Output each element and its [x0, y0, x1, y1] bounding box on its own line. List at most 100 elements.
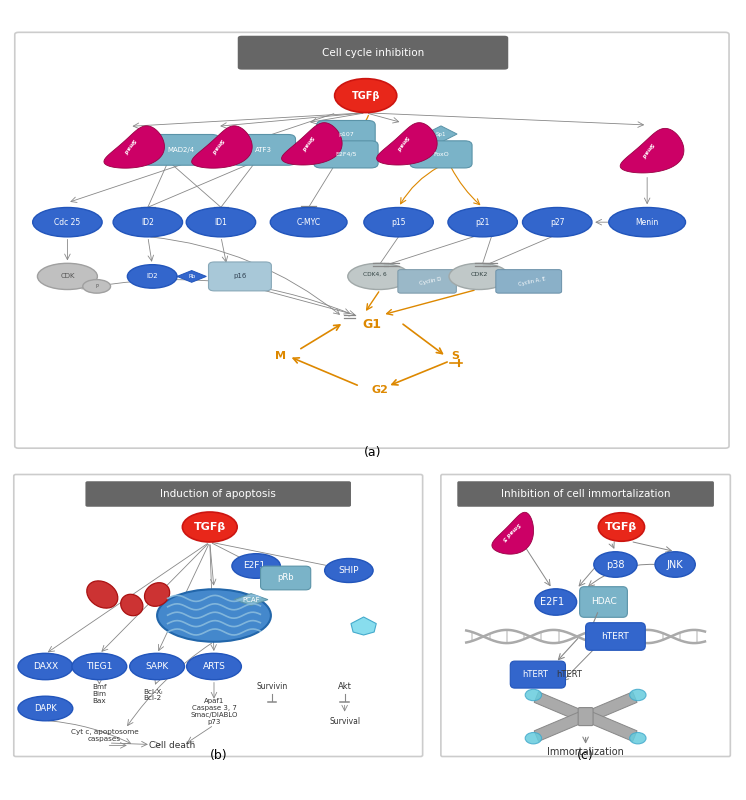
Text: p38: p38 — [606, 559, 624, 570]
Text: G2: G2 — [372, 386, 389, 395]
FancyBboxPatch shape — [260, 566, 311, 590]
Ellipse shape — [449, 263, 509, 290]
Ellipse shape — [128, 265, 177, 288]
Text: ATF3: ATF3 — [255, 147, 272, 153]
Text: (c): (c) — [577, 750, 594, 762]
Ellipse shape — [182, 512, 237, 542]
Text: CDK4, 6: CDK4, 6 — [363, 272, 386, 277]
Polygon shape — [377, 122, 437, 165]
Text: p16: p16 — [233, 274, 247, 279]
FancyBboxPatch shape — [398, 270, 457, 293]
Text: Cell death: Cell death — [148, 742, 195, 750]
Polygon shape — [425, 126, 457, 142]
Text: CDK2: CDK2 — [470, 272, 488, 277]
Text: Inhibition of cell immortalization: Inhibition of cell immortalization — [501, 489, 671, 499]
Text: TGFβ: TGFβ — [605, 522, 638, 532]
Text: Smad: Smad — [210, 138, 225, 155]
Text: SHIP: SHIP — [339, 566, 359, 575]
Text: (b): (b) — [210, 750, 227, 762]
Text: M: M — [275, 351, 286, 362]
Ellipse shape — [186, 654, 242, 680]
Text: Cyclin D: Cyclin D — [419, 277, 442, 286]
Ellipse shape — [525, 690, 542, 701]
FancyBboxPatch shape — [580, 586, 627, 618]
Polygon shape — [586, 692, 637, 722]
FancyBboxPatch shape — [410, 141, 472, 168]
Text: PCAF: PCAF — [242, 597, 260, 602]
Ellipse shape — [594, 552, 637, 578]
Text: hTERT: hTERT — [601, 632, 630, 641]
Ellipse shape — [270, 207, 347, 237]
FancyBboxPatch shape — [314, 141, 378, 168]
Polygon shape — [492, 512, 533, 554]
Polygon shape — [177, 270, 207, 282]
FancyBboxPatch shape — [238, 36, 508, 70]
Ellipse shape — [37, 263, 98, 290]
Ellipse shape — [525, 733, 542, 744]
FancyBboxPatch shape — [441, 474, 730, 757]
FancyBboxPatch shape — [586, 622, 645, 650]
Ellipse shape — [655, 552, 695, 578]
Text: DAPK: DAPK — [34, 704, 57, 713]
Polygon shape — [192, 126, 252, 168]
Text: Smad: Smad — [640, 142, 654, 158]
Polygon shape — [586, 711, 637, 742]
FancyBboxPatch shape — [231, 134, 295, 166]
Text: Menin: Menin — [636, 218, 659, 226]
Text: hTERT: hTERT — [522, 670, 548, 679]
Ellipse shape — [630, 690, 646, 701]
Ellipse shape — [33, 207, 102, 237]
Ellipse shape — [325, 558, 373, 582]
Text: Smad 5: Smad 5 — [501, 522, 521, 542]
Text: ARTS: ARTS — [203, 662, 225, 671]
Text: Induction of apoptosis: Induction of apoptosis — [160, 489, 276, 499]
FancyBboxPatch shape — [457, 482, 714, 506]
Ellipse shape — [130, 654, 184, 680]
Text: Cyclin A, E: Cyclin A, E — [518, 276, 546, 286]
Text: JNK: JNK — [667, 559, 683, 570]
Ellipse shape — [87, 581, 118, 608]
FancyBboxPatch shape — [15, 32, 729, 448]
Text: MAD2/4: MAD2/4 — [167, 147, 194, 153]
FancyBboxPatch shape — [86, 482, 351, 506]
Text: E2F1: E2F1 — [540, 597, 564, 607]
Text: TGFβ: TGFβ — [351, 90, 380, 101]
Text: ID2: ID2 — [146, 274, 158, 279]
Text: Smad: Smad — [300, 134, 314, 152]
Polygon shape — [104, 126, 164, 168]
FancyBboxPatch shape — [578, 707, 593, 726]
Text: ID1: ID1 — [215, 218, 228, 226]
Text: Smad: Smad — [122, 138, 137, 155]
Text: Smad: Smad — [395, 134, 410, 152]
Ellipse shape — [609, 207, 686, 237]
Text: Cell cycle inhibition: Cell cycle inhibition — [322, 48, 424, 58]
Text: CDK: CDK — [60, 274, 75, 279]
Text: E2F1: E2F1 — [243, 562, 265, 570]
Text: Immortalization: Immortalization — [547, 747, 624, 757]
Polygon shape — [534, 692, 585, 722]
Ellipse shape — [83, 279, 110, 293]
Text: HDAC: HDAC — [591, 598, 616, 606]
Ellipse shape — [18, 654, 73, 680]
FancyBboxPatch shape — [209, 262, 272, 291]
Text: Survivin: Survivin — [257, 682, 288, 691]
Ellipse shape — [522, 207, 592, 237]
Ellipse shape — [448, 207, 518, 237]
Text: FoxO: FoxO — [433, 152, 449, 157]
Text: hTERT: hTERT — [557, 670, 582, 679]
Ellipse shape — [72, 654, 127, 680]
FancyBboxPatch shape — [13, 474, 423, 757]
Ellipse shape — [630, 733, 646, 744]
Polygon shape — [534, 711, 585, 742]
Text: P: P — [95, 284, 98, 289]
Ellipse shape — [232, 554, 280, 578]
Text: p15: p15 — [392, 218, 406, 226]
Text: p27: p27 — [550, 218, 565, 226]
FancyBboxPatch shape — [142, 134, 219, 166]
Text: E2F4/5: E2F4/5 — [335, 152, 357, 157]
Ellipse shape — [113, 207, 183, 237]
Text: Bmf
Bim
Bax: Bmf Bim Bax — [92, 684, 107, 704]
Text: C-MYC: C-MYC — [297, 218, 321, 226]
Polygon shape — [281, 122, 342, 165]
Text: Apaf1
Caspase 3, 7
Smac/DIABLO
p73: Apaf1 Caspase 3, 7 Smac/DIABLO p73 — [190, 698, 238, 725]
